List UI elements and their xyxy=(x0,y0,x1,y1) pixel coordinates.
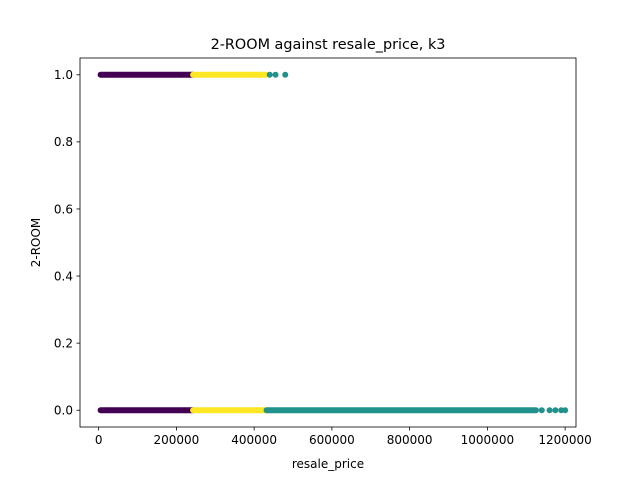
y-tick-label: 0.6 xyxy=(54,202,73,216)
y-axis-label: 2-ROOM xyxy=(29,218,43,268)
data-point xyxy=(272,71,279,78)
x-tick-label: 800000 xyxy=(387,433,433,447)
x-tick-label: 200000 xyxy=(153,433,199,447)
x-tick-label: 400000 xyxy=(231,433,277,447)
chart-title: 2-ROOM against resale_price, k3 xyxy=(211,37,446,53)
y-axis-ticks: 0.0 0.2 0.4 0.6 0.8 1.0 xyxy=(54,68,80,418)
x-tick-label: 600000 xyxy=(309,433,355,447)
axes-frame xyxy=(79,57,577,428)
data-marks xyxy=(97,71,569,414)
x-tick-label: 1000000 xyxy=(461,433,514,447)
y-tick-label: 0.2 xyxy=(54,336,73,350)
y-tick-label: 0.8 xyxy=(54,135,73,149)
data-point xyxy=(282,71,289,78)
data-point xyxy=(266,71,273,78)
x-axis-label: resale_price xyxy=(292,457,364,471)
x-tick-label: 1200000 xyxy=(538,433,591,447)
data-point xyxy=(552,407,559,414)
x-axis-ticks: 0 200000 400000 600000 800000 1000000 1200000 xyxy=(95,427,592,447)
data-point xyxy=(538,407,545,414)
y-tick-label: 0.4 xyxy=(54,269,73,283)
y-tick-label: 0.0 xyxy=(54,404,73,418)
y-tick-label: 1.0 xyxy=(54,68,73,82)
data-point xyxy=(546,407,553,414)
x-tick-label: 0 xyxy=(95,433,103,447)
data-point xyxy=(562,407,569,414)
